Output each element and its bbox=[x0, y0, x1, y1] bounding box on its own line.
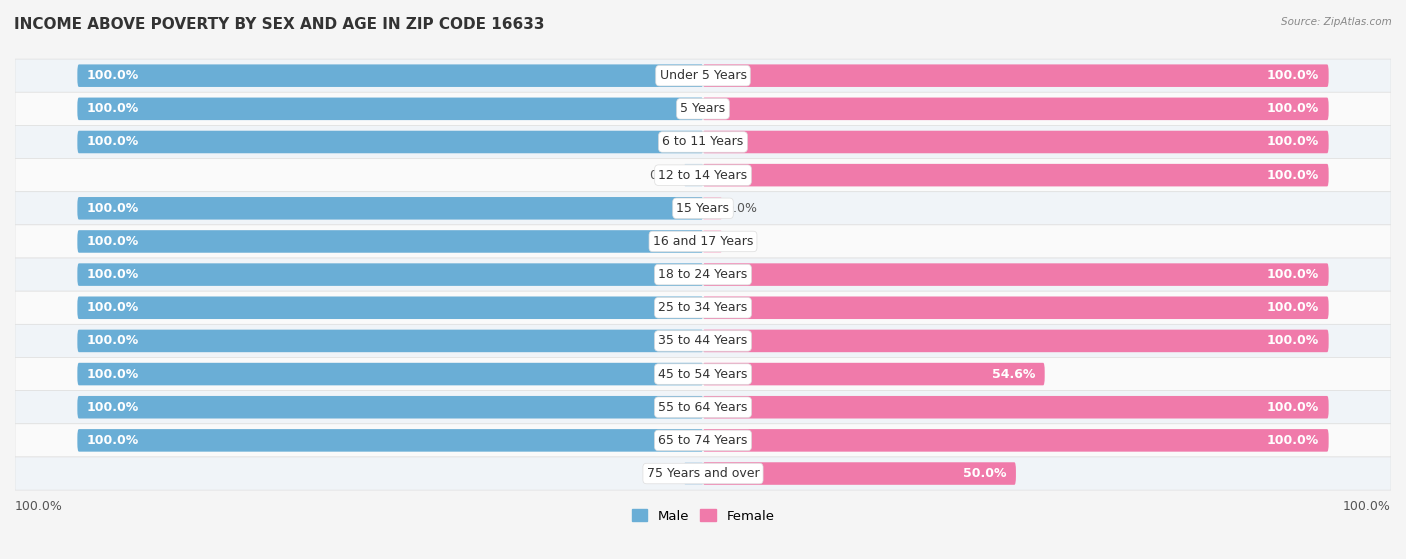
FancyBboxPatch shape bbox=[685, 164, 703, 186]
Text: 35 to 44 Years: 35 to 44 Years bbox=[658, 334, 748, 348]
FancyBboxPatch shape bbox=[77, 396, 703, 419]
FancyBboxPatch shape bbox=[77, 330, 703, 352]
Text: 50.0%: 50.0% bbox=[963, 467, 1007, 480]
Text: 16 and 17 Years: 16 and 17 Years bbox=[652, 235, 754, 248]
Text: 100.0%: 100.0% bbox=[87, 235, 139, 248]
Text: 45 to 54 Years: 45 to 54 Years bbox=[658, 368, 748, 381]
FancyBboxPatch shape bbox=[15, 258, 1391, 291]
Text: 100.0%: 100.0% bbox=[87, 202, 139, 215]
Text: 100.0%: 100.0% bbox=[1267, 169, 1319, 182]
Text: 100.0%: 100.0% bbox=[87, 334, 139, 348]
Text: 100.0%: 100.0% bbox=[87, 301, 139, 314]
Text: 100.0%: 100.0% bbox=[1267, 268, 1319, 281]
Text: 65 to 74 Years: 65 to 74 Years bbox=[658, 434, 748, 447]
Text: 55 to 64 Years: 55 to 64 Years bbox=[658, 401, 748, 414]
Text: 100.0%: 100.0% bbox=[1267, 69, 1319, 82]
FancyBboxPatch shape bbox=[77, 296, 703, 319]
Text: 0.0%: 0.0% bbox=[725, 235, 756, 248]
FancyBboxPatch shape bbox=[703, 396, 1329, 419]
Text: Under 5 Years: Under 5 Years bbox=[659, 69, 747, 82]
Text: 18 to 24 Years: 18 to 24 Years bbox=[658, 268, 748, 281]
Text: 100.0%: 100.0% bbox=[15, 500, 63, 513]
FancyBboxPatch shape bbox=[77, 263, 703, 286]
FancyBboxPatch shape bbox=[15, 125, 1391, 159]
Text: 25 to 34 Years: 25 to 34 Years bbox=[658, 301, 748, 314]
FancyBboxPatch shape bbox=[703, 263, 1329, 286]
Text: 100.0%: 100.0% bbox=[87, 401, 139, 414]
FancyBboxPatch shape bbox=[15, 92, 1391, 125]
Text: 100.0%: 100.0% bbox=[87, 434, 139, 447]
FancyBboxPatch shape bbox=[703, 131, 1329, 153]
FancyBboxPatch shape bbox=[15, 424, 1391, 457]
FancyBboxPatch shape bbox=[15, 225, 1391, 258]
FancyBboxPatch shape bbox=[15, 291, 1391, 324]
Text: 100.0%: 100.0% bbox=[87, 69, 139, 82]
FancyBboxPatch shape bbox=[77, 131, 703, 153]
Text: 5 Years: 5 Years bbox=[681, 102, 725, 115]
FancyBboxPatch shape bbox=[77, 230, 703, 253]
Text: 100.0%: 100.0% bbox=[1267, 434, 1319, 447]
FancyBboxPatch shape bbox=[15, 358, 1391, 391]
FancyBboxPatch shape bbox=[15, 159, 1391, 192]
Text: 100.0%: 100.0% bbox=[1343, 500, 1391, 513]
Legend: Male, Female: Male, Female bbox=[626, 504, 780, 528]
Text: INCOME ABOVE POVERTY BY SEX AND AGE IN ZIP CODE 16633: INCOME ABOVE POVERTY BY SEX AND AGE IN Z… bbox=[14, 17, 544, 32]
FancyBboxPatch shape bbox=[15, 192, 1391, 225]
FancyBboxPatch shape bbox=[15, 391, 1391, 424]
Text: 0.0%: 0.0% bbox=[725, 202, 756, 215]
Text: 100.0%: 100.0% bbox=[1267, 301, 1319, 314]
Text: 100.0%: 100.0% bbox=[1267, 334, 1319, 348]
FancyBboxPatch shape bbox=[77, 363, 703, 385]
FancyBboxPatch shape bbox=[703, 197, 721, 220]
Text: 100.0%: 100.0% bbox=[1267, 135, 1319, 149]
FancyBboxPatch shape bbox=[15, 59, 1391, 92]
FancyBboxPatch shape bbox=[703, 64, 1329, 87]
FancyBboxPatch shape bbox=[703, 330, 1329, 352]
FancyBboxPatch shape bbox=[703, 164, 1329, 186]
Text: 12 to 14 Years: 12 to 14 Years bbox=[658, 169, 748, 182]
FancyBboxPatch shape bbox=[77, 64, 703, 87]
FancyBboxPatch shape bbox=[77, 197, 703, 220]
Text: 100.0%: 100.0% bbox=[1267, 401, 1319, 414]
Text: 100.0%: 100.0% bbox=[87, 102, 139, 115]
Text: 100.0%: 100.0% bbox=[87, 268, 139, 281]
FancyBboxPatch shape bbox=[77, 98, 703, 120]
Text: 0.0%: 0.0% bbox=[650, 467, 681, 480]
Text: 100.0%: 100.0% bbox=[87, 368, 139, 381]
FancyBboxPatch shape bbox=[15, 457, 1391, 490]
Text: Source: ZipAtlas.com: Source: ZipAtlas.com bbox=[1281, 17, 1392, 27]
Text: 100.0%: 100.0% bbox=[87, 135, 139, 149]
FancyBboxPatch shape bbox=[703, 429, 1329, 452]
FancyBboxPatch shape bbox=[703, 462, 1017, 485]
FancyBboxPatch shape bbox=[703, 363, 1045, 385]
FancyBboxPatch shape bbox=[703, 98, 1329, 120]
FancyBboxPatch shape bbox=[685, 462, 703, 485]
Text: 100.0%: 100.0% bbox=[1267, 102, 1319, 115]
Text: 75 Years and over: 75 Years and over bbox=[647, 467, 759, 480]
FancyBboxPatch shape bbox=[77, 429, 703, 452]
Text: 6 to 11 Years: 6 to 11 Years bbox=[662, 135, 744, 149]
FancyBboxPatch shape bbox=[703, 230, 721, 253]
FancyBboxPatch shape bbox=[15, 324, 1391, 358]
Text: 54.6%: 54.6% bbox=[991, 368, 1035, 381]
Text: 0.0%: 0.0% bbox=[650, 169, 681, 182]
Text: 15 Years: 15 Years bbox=[676, 202, 730, 215]
FancyBboxPatch shape bbox=[703, 296, 1329, 319]
